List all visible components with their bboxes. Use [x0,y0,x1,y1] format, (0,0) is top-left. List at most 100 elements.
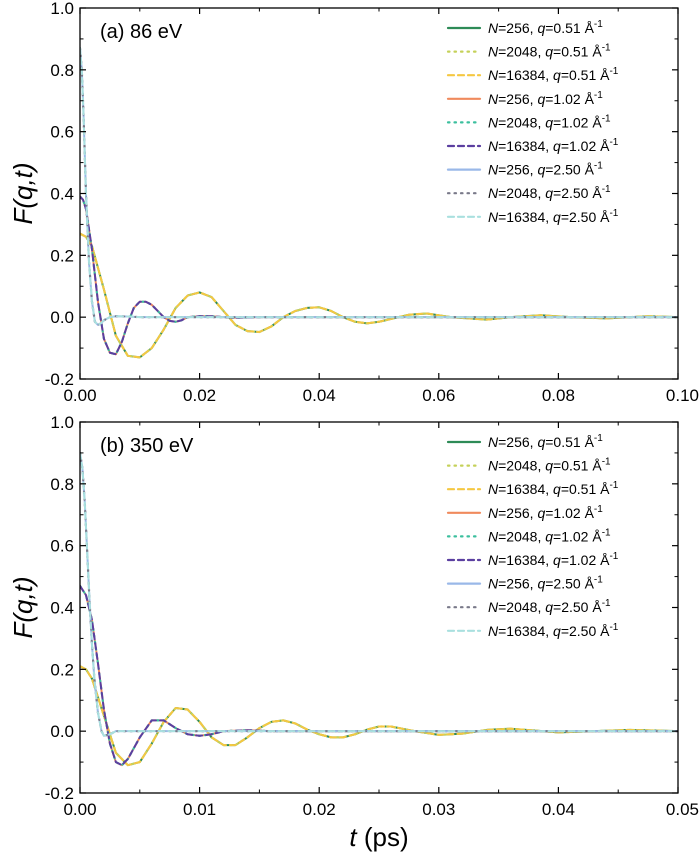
legend-text-part: -1 [609,66,618,77]
legend-text-part: N [488,528,499,544]
legend-text-part: -1 [594,161,603,172]
legend-text-part: =2.50 Å [561,209,610,225]
legend-text-part: -1 [602,113,611,124]
legend-text-part: -1 [602,457,611,468]
x-tick-label: 0.06 [422,386,455,405]
legend-text-part: N [488,20,499,36]
legend-text-part: q [545,599,553,615]
x-tick-label: 0.04 [303,386,336,405]
legend-label: N=2048, q=2.50 Å-1 [488,598,611,615]
legend-text-part: N [488,138,499,154]
legend-text-part: N [488,458,499,474]
legend-text-part: -1 [594,19,603,30]
y-axis-label: F(q,t) [8,162,38,224]
y-tick-label: -0.2 [45,784,74,803]
y-tick-label: 0.0 [50,722,74,741]
y-tick-label: -0.2 [45,370,74,389]
legend-text-part: =2.50 Å [553,599,602,615]
panel-a: 0.00 0.02 0.04 0.06 0.08 0.10 -0.2 0.0 0.2 0.4 0.6… [8,0,699,405]
panel-title: (b) 350 eV [100,435,194,457]
legend-text-part: =16384, [498,138,553,154]
legend-label: N=256, q=2.50 Å-1 [488,575,603,592]
legend-text-part: q [545,458,553,474]
series-line-16384-q2.50 [80,47,678,326]
y-tick-label: 0.8 [50,61,74,80]
x-tick-label: 0.00 [63,386,96,405]
y-tick-label: 0.6 [50,537,74,556]
x-axis-label: t (ps) [349,822,408,852]
legend-text-part: -1 [609,137,618,148]
y-tick-label: 0.0 [50,308,74,327]
x-tick-label: 0.03 [422,800,455,819]
legend-label: N=256, q=1.02 Å-1 [488,504,603,521]
x-tick-label: 0.04 [542,800,575,819]
legend-label: N=2048, q=0.51 Å-1 [488,43,611,60]
x-tick-label: 0.01 [183,800,216,819]
legend-text-part: q [553,67,561,83]
legend-text-part: q [545,114,553,130]
legend-label: N=256, q=2.50 Å-1 [488,161,603,178]
y-axis-label: F(q,t) [8,576,38,638]
legend-text-part: N [488,44,499,60]
legend-label: N=256, q=0.51 Å-1 [488,19,603,36]
legend-text-part: =2048, [498,528,545,544]
legend-text-part: =2048, [498,458,545,474]
legend-text-part: =256, [498,505,537,521]
legend-text-part: N [488,552,499,568]
legend-text-part: =16384, [498,67,553,83]
legend-label: N=16384, q=0.51 Å-1 [488,66,619,83]
legend-text-part: q [545,528,553,544]
legend-text-part: N [488,185,499,201]
legend: N=256, q=0.51 Å-1N=2048, q=0.51 Å-1N=163… [446,433,619,639]
legend-text-part: N [488,67,499,83]
legend-text-part: =2048, [498,44,545,60]
legend-label: N=2048, q=1.02 Å-1 [488,113,611,130]
series-group [80,47,678,359]
legend-text-part: -1 [602,43,611,54]
legend-text-part: q [537,162,545,178]
x-tick-label: 0.00 [63,800,96,819]
legend-text-part: =256, [498,162,537,178]
legend-text-part: =0.51 Å [561,481,610,497]
legend-text-part: -1 [609,622,618,633]
y-tick-label: 0.4 [50,599,74,618]
legend-text-part: q [537,91,545,107]
legend-text-part: =1.02 Å [553,114,602,130]
legend-text-part: -1 [602,598,611,609]
y-tick-label: 0.2 [50,660,74,679]
legend-label: N=2048, q=1.02 Å-1 [488,527,611,544]
y-tick-label: 0.2 [50,246,74,265]
legend-text-part: N [488,481,499,497]
legend-text-part: N [488,505,499,521]
legend-text-part: =0.51 Å [545,434,594,450]
legend-text-part: N [488,576,499,592]
legend-text-part: -1 [594,504,603,515]
x-tick-label: 0.05 [666,800,699,819]
legend-text-part: =2.50 Å [545,576,594,592]
legend-text-part: -1 [602,184,611,195]
legend-text-part: =2048, [498,599,545,615]
series-line-2048-q0.51 [80,232,678,359]
legend-text-part: =2.50 Å [561,623,610,639]
series-line-16384-q0.51 [80,232,678,359]
legend-text-part: =1.02 Å [561,138,610,154]
y-tick-label: 0.8 [50,475,74,494]
legend-text-part: q [537,576,545,592]
legend-text-part: -1 [609,551,618,562]
legend-text-part: N [488,209,499,225]
panel-title: (a) 86 eV [100,21,183,43]
y-tick-label: 1.0 [50,413,74,432]
x-tick-label: 0.02 [303,800,336,819]
y-tick-label: 0.4 [50,185,74,204]
legend-text-part: q [545,44,553,60]
legend-text-part: -1 [602,527,611,538]
legend-text-part: =0.51 Å [553,44,602,60]
legend-text-part: =0.51 Å [553,458,602,474]
legend-text-part: =0.51 Å [545,20,594,36]
legend-label: N=16384, q=1.02 Å-1 [488,551,619,568]
legend-text-part: =1.02 Å [561,552,610,568]
legend-text-part: q [545,185,553,201]
legend-text-part: =1.02 Å [545,91,594,107]
